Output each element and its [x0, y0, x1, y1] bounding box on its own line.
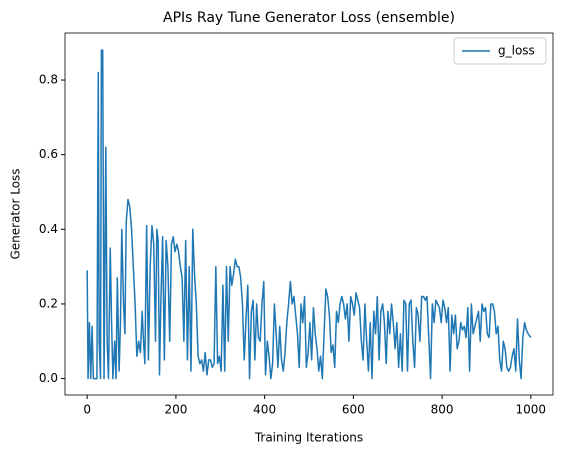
x-axis-label: Training Iterations: [254, 431, 363, 445]
x-tick-label: 1000: [516, 403, 547, 417]
x-tick-label: 800: [431, 403, 454, 417]
y-tick-label: 0.8: [39, 73, 58, 87]
x-tick-label: 0: [83, 403, 91, 417]
chart-title: APIs Ray Tune Generator Loss (ensemble): [163, 10, 455, 26]
y-tick-label: 0.0: [39, 371, 58, 385]
legend-label: g_loss: [498, 44, 535, 58]
y-tick-label: 0.2: [39, 296, 58, 310]
y-tick-label: 0.6: [39, 147, 58, 161]
axes-frame: [64, 32, 554, 396]
line-series: [86, 49, 532, 380]
x-tick-label: 600: [342, 403, 365, 417]
x-tick-label: 200: [164, 403, 187, 417]
x-tick-label: 400: [253, 403, 276, 417]
y-tick-label: 0.4: [39, 222, 58, 236]
y-axis-label: Generator Loss: [9, 168, 23, 259]
legend-box: [453, 37, 547, 65]
